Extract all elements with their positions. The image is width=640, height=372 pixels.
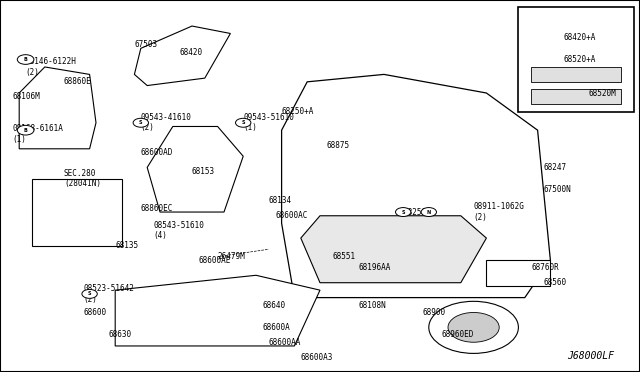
Polygon shape (19, 67, 96, 149)
Text: 68860EC: 68860EC (141, 204, 173, 213)
Text: 68600AA: 68600AA (269, 338, 301, 347)
Text: 68196AA: 68196AA (358, 263, 391, 272)
Bar (531, 67, 621, 82)
Text: S: S (401, 209, 405, 215)
Text: 68600A: 68600A (262, 323, 290, 332)
Bar (32, 179, 122, 246)
Text: 68135: 68135 (115, 241, 138, 250)
Text: 68600AC: 68600AC (275, 211, 308, 220)
Text: 68108N: 68108N (358, 301, 386, 310)
Text: 26479M: 26479M (218, 252, 245, 261)
Text: 68520M: 68520M (589, 89, 616, 97)
Text: S: S (241, 120, 245, 125)
Text: SEC.280
(28041N): SEC.280 (28041N) (64, 169, 101, 188)
Text: 68250: 68250 (403, 208, 426, 217)
Text: 68600AD: 68600AD (141, 148, 173, 157)
Text: B: B (24, 128, 28, 133)
Text: S: S (139, 120, 143, 125)
Text: 68153: 68153 (192, 167, 215, 176)
Circle shape (133, 118, 148, 127)
Text: 68960ED: 68960ED (442, 330, 474, 339)
Polygon shape (134, 26, 230, 86)
Bar (518, 7, 634, 112)
Text: 68560: 68560 (544, 278, 567, 287)
Polygon shape (301, 216, 486, 283)
Text: 68551: 68551 (333, 252, 356, 261)
Text: 67500N: 67500N (544, 185, 572, 194)
Text: 08523-51642
(2): 08523-51642 (2) (83, 284, 134, 304)
Text: 68420+A: 68420+A (563, 33, 596, 42)
Text: 68250+A: 68250+A (282, 107, 314, 116)
Polygon shape (115, 275, 320, 346)
Text: 08911-1062G
(2): 08911-1062G (2) (474, 202, 524, 222)
Polygon shape (282, 74, 550, 298)
Circle shape (17, 55, 34, 64)
Text: 68900: 68900 (422, 308, 445, 317)
Text: B: B (24, 57, 28, 62)
Text: 68875: 68875 (326, 141, 349, 150)
Text: 68600A3: 68600A3 (301, 353, 333, 362)
Text: 08146-6122H
(2): 08146-6122H (2) (26, 57, 76, 77)
Polygon shape (147, 126, 243, 212)
Text: 08543-51610
(4): 08543-51610 (4) (154, 221, 204, 240)
Circle shape (82, 289, 97, 298)
Circle shape (396, 208, 411, 217)
Circle shape (236, 118, 251, 127)
Text: N: N (427, 209, 431, 215)
Text: 68600AE: 68600AE (198, 256, 231, 265)
Bar (486, 260, 550, 286)
Text: 08168-6161A
(1): 08168-6161A (1) (13, 124, 63, 144)
Text: J68000LF: J68000LF (568, 351, 614, 361)
Circle shape (421, 208, 436, 217)
Text: 09543-41610
(2): 09543-41610 (2) (141, 113, 191, 132)
Text: 68640: 68640 (262, 301, 285, 310)
Bar (531, 89, 621, 104)
Text: 67503: 67503 (134, 40, 157, 49)
Text: 09543-51610
(1): 09543-51610 (1) (243, 113, 294, 132)
Text: 68860E: 68860E (64, 77, 92, 86)
Text: S: S (88, 291, 92, 296)
Text: 68760R: 68760R (531, 263, 559, 272)
Circle shape (448, 312, 499, 342)
Text: 68600: 68600 (83, 308, 106, 317)
Text: 68630: 68630 (109, 330, 132, 339)
Circle shape (429, 301, 518, 353)
Text: 68106M: 68106M (13, 92, 40, 101)
Text: 68520+A: 68520+A (563, 55, 596, 64)
Circle shape (17, 125, 34, 135)
Text: 68247: 68247 (544, 163, 567, 172)
Text: 68134: 68134 (269, 196, 292, 205)
Text: 68420: 68420 (179, 48, 202, 57)
